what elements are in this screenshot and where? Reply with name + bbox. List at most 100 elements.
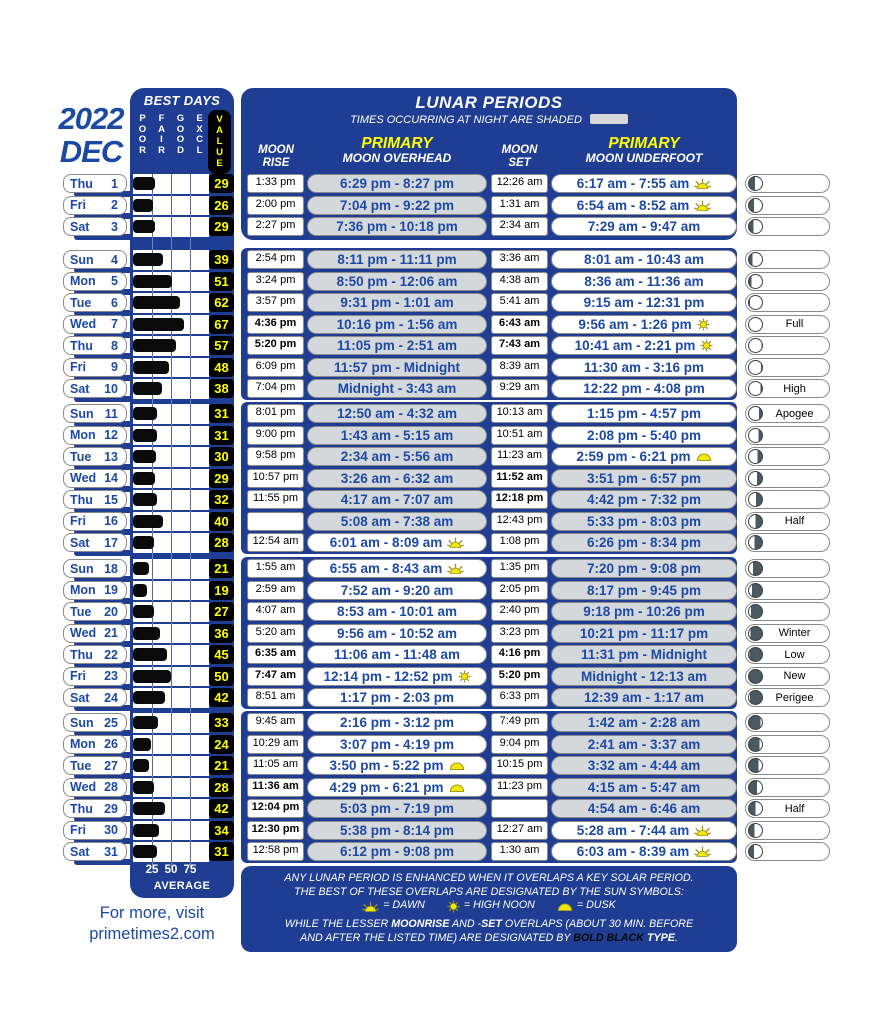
day-name: Sun: [70, 561, 94, 576]
moonset-time: 10:15 pm: [491, 756, 548, 775]
day-pill: Sat 24: [63, 688, 127, 707]
day-pill: Sun 25: [63, 713, 127, 732]
rating-bar-cell: [133, 195, 209, 215]
moon-phase-icon: [748, 715, 763, 730]
moonrise-time: 11:55 pm: [247, 490, 304, 509]
day-name: Thu: [70, 338, 93, 353]
day-pill: Thu 8: [63, 336, 127, 355]
value-badge: 21: [209, 559, 234, 578]
moon-underfoot-period: 8:01 am - 10:43 am: [551, 250, 737, 269]
day-number: 28: [104, 780, 118, 794]
moon-phase-icon: [748, 338, 763, 353]
lunar-periods-header-panel: LUNAR PERIODS TIMES OCCURRING AT NIGHT A…: [241, 88, 737, 240]
notes-segment: BOLD BLACK: [573, 931, 644, 944]
period-text: 3:07 pm - 4:19 pm: [339, 736, 455, 752]
day-pill-underline: [74, 730, 133, 736]
day-row-25: Sun 25 33 9:45 am 2:16 pm - 3:12 pm 7:49 pm 1:…: [0, 713, 889, 736]
legend-label: = DUSK: [576, 899, 616, 912]
moon-overhead-period: 7:52 am - 9:20 am: [307, 580, 487, 600]
day-name: Sat: [70, 535, 90, 550]
period-text: 8:53 am - 10:01 am: [336, 604, 458, 619]
value-badge: 51: [209, 271, 234, 291]
bar-gridline: [190, 314, 192, 334]
day-row-22: Thu 22 45 6:35 am 11:06 am - 11:48 am 4:16 pm…: [0, 645, 889, 668]
moon-underfoot-period: 5:33 pm - 8:03 pm: [551, 511, 737, 531]
value-badge: 28: [209, 533, 234, 552]
moon-phase-pill: [745, 250, 830, 269]
period-text: 9:56 am - 10:52 am: [336, 625, 458, 641]
day-pill: Wed 21: [63, 623, 127, 643]
bar-gridline: [190, 580, 192, 600]
period-text: 11:57 pm - Midnight: [333, 359, 460, 375]
moon-rise-header: MOON RISE: [258, 144, 294, 169]
sun-legend: = DAWN = HIGH NOON = DUSK: [241, 899, 737, 913]
moonrise-time: 12:58 pm: [247, 842, 304, 861]
rating-bar: [133, 669, 171, 683]
rating-bar: [133, 780, 154, 794]
moon-phase-label: Perigee: [775, 691, 814, 704]
moon-phase-icon: [748, 604, 763, 619]
day-row-7: Wed 7 67 4:36 pm 10:16 pm - 1:56 am 6:43 am 9:…: [0, 314, 889, 338]
best-days-title: BEST DAYS: [143, 93, 221, 108]
day-row-29: Thu 29 42 12:04 pm 5:03 pm - 7:19 pm 4:54 am …: [0, 799, 889, 822]
moon-overhead-period: 3:26 am - 6:32 am: [307, 468, 487, 488]
moonset-time: 10:13 am: [491, 404, 548, 423]
period-text: 6:12 pm - 9:08 pm: [339, 844, 455, 859]
moonrise-time: 3:57 pm: [247, 293, 304, 312]
moon-overhead-period: 6:01 am - 8:09 am: [307, 533, 487, 552]
moon-overhead-period: 3:50 pm - 5:22 pm: [307, 756, 487, 775]
day-pill: Sat 10: [63, 379, 127, 398]
day-number: 24: [104, 690, 118, 705]
rating-bar-cell: [133, 404, 209, 424]
bar-gridline: [190, 490, 192, 510]
moon-underfoot-period: 6:54 am - 8:52 am: [551, 195, 737, 215]
value-badge: 31: [209, 404, 234, 423]
moon-phase-pill: Apogee: [745, 404, 830, 423]
day-pill: Thu 1: [63, 174, 127, 193]
rating-bar: [133, 493, 157, 506]
footer-link: For more, visit primetimes2.com: [62, 903, 242, 945]
lunar-periods-title: LUNAR PERIODS: [415, 93, 563, 112]
day-pill-underline: [74, 288, 133, 295]
value-badge: 45: [209, 645, 234, 664]
rating-bar: [133, 562, 149, 575]
rating-bar: [133, 626, 160, 640]
rating-bar: [133, 648, 167, 661]
moon-phase-pill: New: [745, 666, 830, 686]
day-name: Fri: [70, 669, 86, 683]
moon-phase-pill: [745, 336, 830, 355]
day-pill: Thu 29: [63, 799, 127, 818]
day-name: Mon: [70, 428, 96, 442]
day-pill-underline: [74, 662, 133, 668]
moon-overhead-period: 9:31 pm - 1:01 am: [307, 293, 487, 312]
value-badge: 38: [209, 379, 234, 398]
bar-gridline: [171, 799, 173, 819]
moonrise-time: 2:27 pm: [247, 217, 304, 236]
sun-dusk-icon: [449, 783, 465, 792]
day-name: Mon: [70, 274, 96, 288]
moon-phase-icon: [748, 381, 763, 396]
sun-dawn-icon: [694, 200, 712, 211]
moon-phase-pill: [745, 756, 830, 775]
day-row-31: Sat 31 31 12:58 pm 6:12 pm - 9:08 pm 1:30 am 6…: [0, 842, 889, 865]
rating-bar: [133, 691, 165, 704]
rating-bar-cell: [133, 580, 209, 600]
day-pill: Fri 30: [63, 820, 127, 840]
bar-gridline: [190, 336, 192, 356]
moon-underfoot-period: 3:51 pm - 6:57 pm: [551, 468, 737, 488]
month-title: 2022 DEC: [50, 102, 132, 168]
day-pill: Fri 2: [63, 195, 127, 215]
day-pill: Fri 23: [63, 666, 127, 686]
moon-overhead-period: 10:16 pm - 1:56 am: [307, 314, 487, 334]
period-text: 9:31 pm - 1:01 am: [340, 295, 454, 310]
bar-gridline: [152, 734, 154, 754]
value-badge: 48: [209, 357, 234, 377]
moon-phase-pill: Full: [745, 314, 830, 334]
rating-bar-cell: [133, 468, 209, 488]
day-number: 10: [104, 381, 118, 396]
rating-bar-cell: [133, 777, 209, 797]
day-number: 14: [104, 471, 118, 485]
moon-underfoot-period: 10:41 am - 2:21 pm: [551, 336, 737, 355]
website-url[interactable]: primetimes2.com: [89, 925, 215, 943]
day-number: 5: [111, 274, 118, 288]
